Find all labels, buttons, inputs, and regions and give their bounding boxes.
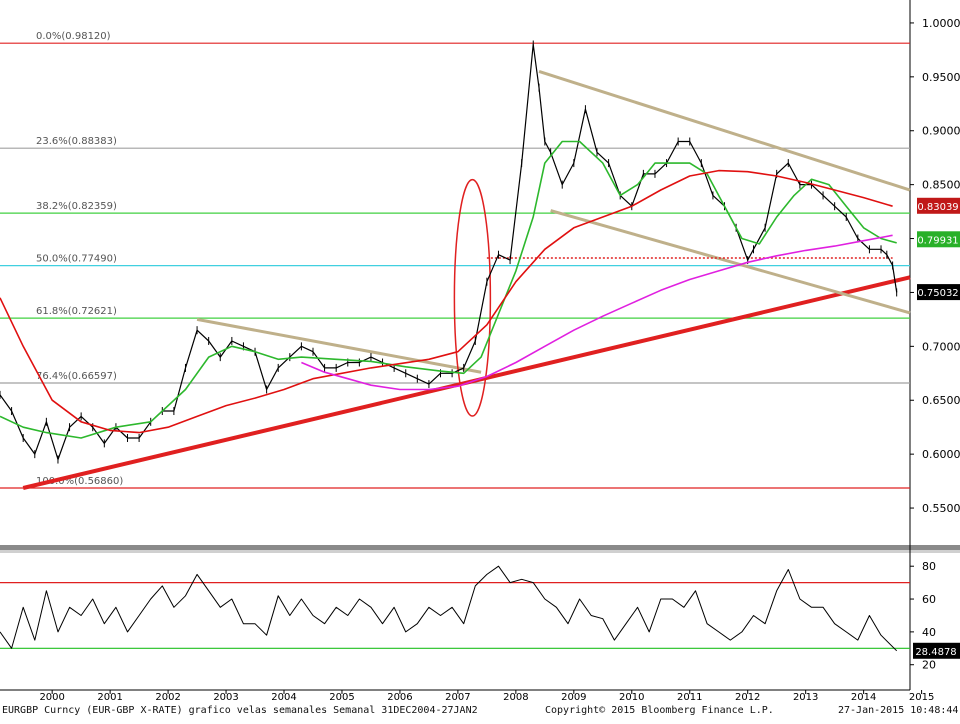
footer-timestamp: 27-Jan-2015 10:48:44 — [838, 705, 959, 716]
highlight-ellipse — [453, 178, 492, 417]
last-value-text: 0.75032 — [917, 288, 958, 299]
fib-level-label: 76.4%(0.66597) — [36, 371, 117, 382]
series-ma-red — [0, 169, 893, 434]
year-tick-label: 2009 — [561, 692, 586, 703]
last-value-text: 0.79931 — [917, 235, 958, 246]
rsi-tick-label: 60 — [922, 593, 936, 606]
fib-level-label: 100.0%(0.56860) — [36, 476, 123, 487]
last-value-tag — [917, 197, 960, 214]
year-tick-label: 2015 — [909, 692, 934, 703]
rsi-last-tag — [913, 642, 960, 659]
last-value-tag — [917, 284, 960, 301]
rsi-line — [0, 565, 898, 652]
year-tick-label: 2003 — [213, 692, 238, 703]
last-value-text: 0.83039 — [917, 202, 958, 213]
year-tick-label: 2001 — [97, 692, 122, 703]
footer-copyright: Copyright© 2015 Bloomberg Finance L.P. — [545, 705, 774, 716]
year-tick-label: 2012 — [735, 692, 760, 703]
panel-separator-shadow — [0, 550, 960, 553]
last-value-tag — [917, 231, 960, 248]
year-tick-label: 2006 — [387, 692, 412, 703]
year-tick-label: 2004 — [271, 692, 296, 703]
trendline-2003-2007-resistance — [196, 317, 482, 374]
fib-level-label: 50.0%(0.77490) — [36, 254, 117, 265]
fib-level-label: 38.2%(0.82359) — [36, 201, 117, 212]
year-tick-label: 2010 — [619, 692, 644, 703]
year-tick-label: 2011 — [677, 692, 702, 703]
trendline-channel-bottom — [550, 209, 911, 315]
rsi-tick-label: 20 — [922, 659, 936, 672]
year-tick-label: 2008 — [503, 692, 528, 703]
year-tick-label: 99 — [0, 692, 1, 703]
rsi-tick-label: 80 — [922, 560, 936, 573]
fib-level-label: 23.6%(0.88383) — [36, 136, 117, 147]
price-tick-label: 0.95000 — [922, 71, 960, 84]
year-tick-label: 2000 — [39, 692, 64, 703]
year-tick-label: 2007 — [445, 692, 470, 703]
rsi-tick-label: 40 — [922, 626, 936, 639]
year-tick-label: 2002 — [155, 692, 180, 703]
panel-separator — [0, 545, 960, 550]
fib-level-label: 61.8%(0.72621) — [36, 306, 117, 317]
trendline-channel-top — [538, 70, 911, 192]
footer-bar: EURGBP Curncy (EUR-GBP X-RATE) grafico v… — [0, 703, 960, 720]
year-tick-label: 2014 — [851, 692, 876, 703]
year-tick-label: 2013 — [793, 692, 818, 703]
fib-level-label: 0.0%(0.98120) — [36, 31, 111, 42]
footer-security-label: EURGBP Curncy (EUR-GBP X-RATE) grafico v… — [2, 705, 478, 716]
rsi-last-text: 28.4878 — [915, 647, 956, 658]
series-ma-green — [0, 140, 897, 439]
year-tick-label: 2005 — [329, 692, 354, 703]
series-eurgbp — [0, 43, 898, 461]
series-ma-magenta — [301, 234, 893, 391]
